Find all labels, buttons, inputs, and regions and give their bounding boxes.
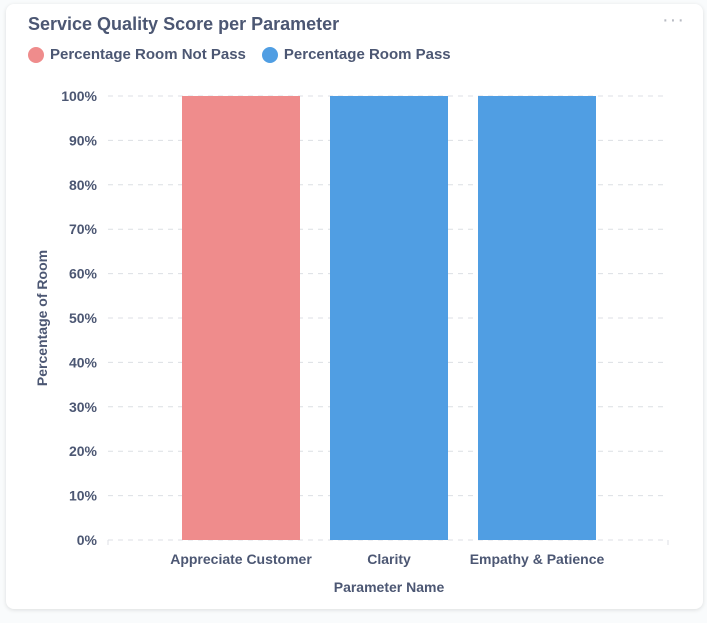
bar-pass[interactable] <box>330 96 448 540</box>
y-tick-label: 90% <box>69 132 98 148</box>
y-tick-label: 30% <box>69 399 98 415</box>
y-tick-label: 0% <box>77 532 98 548</box>
y-tick-label: 60% <box>69 266 98 282</box>
legend-label-pass: Percentage Room Pass <box>283 46 451 63</box>
y-tick-label: 100% <box>61 88 97 104</box>
legend-item-not-pass[interactable]: Percentage Room Not Pass <box>28 46 246 63</box>
y-tick-label: 50% <box>69 310 98 326</box>
y-axis-title: Percentage of Room <box>34 250 50 386</box>
y-tick-label: 70% <box>69 221 98 237</box>
bar-pass[interactable] <box>478 96 596 540</box>
x-tick-label: Clarity <box>367 551 411 567</box>
y-tick-label: 40% <box>69 354 98 370</box>
legend-dot-pass <box>261 46 278 63</box>
legend-item-pass[interactable]: Percentage Room Pass <box>261 46 451 63</box>
legend-label-not-pass: Percentage Room Not Pass <box>50 46 246 63</box>
y-tick-label: 20% <box>69 443 98 459</box>
x-tick-label: Appreciate Customer <box>170 551 312 567</box>
more-options-icon[interactable]: ··· <box>662 9 685 31</box>
legend-dot-not-pass <box>28 46 44 63</box>
chart-legend: Percentage Room Not Pass Percentage Room… <box>28 46 467 63</box>
y-tick-label: 10% <box>69 488 98 504</box>
y-tick-label: 80% <box>69 177 98 193</box>
chart-title: Service Quality Score per Parameter <box>28 14 340 34</box>
bar-not-pass[interactable] <box>182 96 300 540</box>
x-axis-title: Parameter Name <box>334 579 445 595</box>
x-tick-label: Empathy & Patience <box>470 551 605 567</box>
